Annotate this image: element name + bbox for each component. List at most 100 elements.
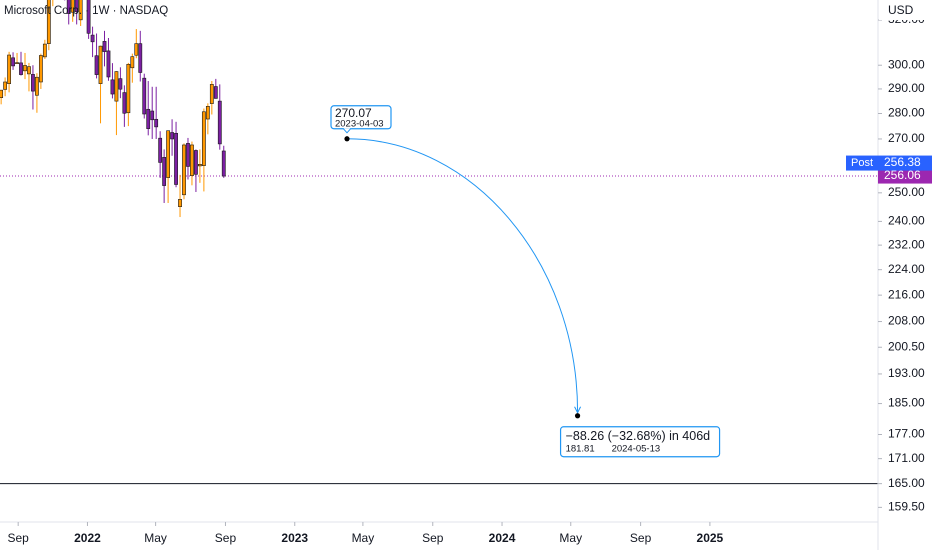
y-tick-label: 250.00: [888, 185, 925, 199]
y-tick-label: 232.00: [888, 237, 925, 251]
candle-body: [74, 0, 79, 13]
y-tick-label: 224.00: [888, 262, 925, 276]
last-price-label: 256.06: [884, 168, 921, 182]
candle-body: [0, 89, 4, 98]
y-tick-label: 159.50: [888, 500, 925, 514]
x-tick-label: 2023: [281, 531, 308, 545]
y-tick-label: 240.00: [888, 214, 925, 228]
candle-body: [213, 86, 218, 99]
candle-body: [98, 45, 103, 84]
post-price-label: 256.38: [884, 155, 921, 169]
candle-body: [190, 144, 194, 176]
plot-area: [0, 0, 878, 485]
x-tick-label: 2025: [697, 531, 724, 545]
measure-start-box: [330, 105, 392, 130]
post-tag-bg: [846, 155, 878, 171]
candle-body: [27, 66, 31, 75]
y-tick-label: 185.00: [888, 396, 925, 410]
y-tick-label: 165.00: [888, 476, 925, 490]
candle-body: [102, 41, 107, 52]
candle-body: [205, 105, 210, 120]
candle-body: [31, 74, 35, 92]
candle-body: [118, 78, 123, 90]
y-tick-label: 300.00: [888, 57, 925, 71]
post-tag: Post: [851, 157, 873, 169]
candle-body: [146, 108, 151, 129]
last-price-bg: [878, 168, 932, 184]
measure-start-value: 270.07: [335, 106, 372, 120]
candle-body: [134, 43, 139, 56]
y-tick-label: 193.00: [888, 366, 925, 380]
measure-arc: [346, 138, 579, 412]
x-tick-label: May: [352, 531, 375, 545]
candle-body: [182, 144, 186, 196]
candle-body: [130, 56, 135, 69]
y-tick-label: 200.50: [888, 339, 925, 353]
candle-body: [122, 92, 127, 114]
measure-arrow: [574, 406, 582, 414]
candle-body: [209, 84, 214, 104]
candle-body: [42, 43, 47, 58]
measure-end-value: 181.81: [566, 443, 595, 454]
candle-body: [70, 0, 75, 13]
y-tick-label: 177.00: [888, 427, 925, 441]
y-tick-label: 171.00: [888, 451, 925, 465]
measure-text: −88.26 (−32.68%) in 406d: [566, 429, 711, 443]
x-tick-label: Sep: [422, 531, 444, 545]
candle-body: [174, 132, 178, 185]
currency: USD: [888, 3, 914, 17]
y-tick-label: 290.00: [888, 81, 925, 95]
x-tick-label: May: [559, 531, 582, 545]
x-tick-label: Sep: [7, 531, 29, 545]
candle-body: [38, 55, 43, 83]
candle-body: [201, 111, 206, 166]
y-tick-label: 270.00: [888, 131, 925, 145]
candle-body: [94, 55, 99, 75]
measure-start: [344, 136, 350, 142]
candle-body: [3, 81, 8, 90]
candle-body: [23, 65, 27, 72]
x-tick-label: Sep: [215, 531, 237, 545]
candle-body: [162, 157, 167, 186]
candle-body: [7, 54, 11, 84]
candle-body: [126, 63, 131, 114]
candle-body: [35, 76, 39, 96]
x-tick-label: 2024: [489, 531, 516, 545]
candle-body: [110, 79, 115, 95]
candle-body: [138, 43, 143, 73]
candle-body: [170, 132, 174, 140]
candle-body: [158, 137, 163, 163]
candle-body: [106, 50, 111, 78]
x-tick-label: Sep: [630, 531, 652, 545]
x-tick-label: May: [144, 531, 167, 545]
currency-bg: [879, 0, 932, 20]
measure-start-pointer: [342, 127, 352, 134]
y-tick-label: 208.00: [888, 314, 925, 328]
candle-body: [186, 143, 190, 167]
candle-body: [154, 118, 159, 128]
candle-body: [19, 62, 23, 75]
candle-body: [78, 0, 83, 21]
candle-body: [217, 100, 222, 145]
measure-end: [574, 413, 581, 419]
post-price-bg: [878, 155, 932, 171]
measure-end-date: 2024-05-13: [612, 443, 661, 454]
candle-body: [15, 62, 19, 64]
candle-body: [46, 0, 51, 44]
measure-end-box: [559, 426, 721, 458]
candle-body: [150, 110, 155, 121]
y-tick-label: 216.00: [888, 287, 925, 301]
candle-body: [142, 77, 147, 115]
candle-body: [178, 198, 182, 207]
candle-body: [194, 150, 198, 175]
candle-body: [166, 130, 171, 178]
candle-body: [198, 163, 202, 167]
candle-body: [114, 71, 119, 102]
candle-body: [66, 0, 71, 14]
measure-start-date: 2023-04-03: [335, 118, 384, 129]
y-tick-label: 280.00: [888, 106, 925, 120]
candle-body: [11, 57, 15, 67]
